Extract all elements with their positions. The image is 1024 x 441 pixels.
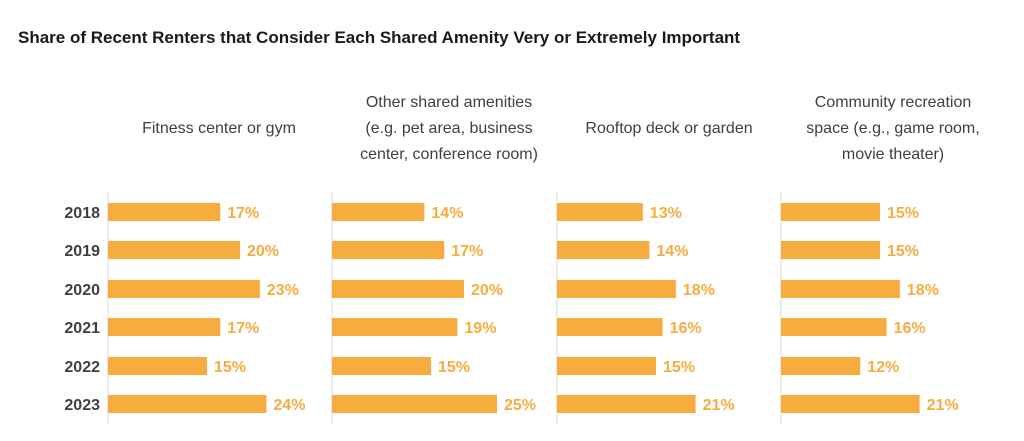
bar xyxy=(781,203,880,221)
bar-value-label: 13% xyxy=(650,205,682,222)
bar xyxy=(332,280,464,298)
panel-title-line: center, conference room) xyxy=(360,146,538,163)
bar-value-label: 21% xyxy=(703,397,735,414)
bar-value-label: 18% xyxy=(907,282,939,299)
bar xyxy=(108,280,260,298)
year-label: 2022 xyxy=(64,359,100,376)
panel-title-line: movie theater) xyxy=(842,146,944,163)
bar xyxy=(557,318,663,336)
bar-value-label: 15% xyxy=(663,359,695,376)
panel-title-line: Other shared amenities xyxy=(366,94,532,111)
year-label: 2018 xyxy=(64,205,100,222)
bar xyxy=(332,395,497,413)
bar xyxy=(332,318,458,336)
panel-title-line: Community recreation xyxy=(815,94,972,111)
bar xyxy=(332,203,425,221)
panel-title-line: (e.g. pet area, business xyxy=(365,120,532,137)
bar xyxy=(108,318,221,336)
panel-title-line: Rooftop deck or garden xyxy=(585,120,752,137)
bar xyxy=(781,241,880,259)
year-label: 2021 xyxy=(64,320,100,337)
year-label: 2023 xyxy=(64,397,100,414)
bar xyxy=(781,318,887,336)
bar-value-label: 25% xyxy=(504,397,536,414)
year-label: 2019 xyxy=(64,243,100,260)
bar xyxy=(108,203,221,221)
bar-value-label: 15% xyxy=(887,243,919,260)
bar-value-label: 19% xyxy=(464,320,496,337)
bar-value-label: 16% xyxy=(670,320,702,337)
bar-value-label: 15% xyxy=(214,359,246,376)
bar xyxy=(557,395,696,413)
bar xyxy=(108,395,267,413)
panel-title-line: space (e.g., game room, xyxy=(806,120,979,137)
bar-value-label: 17% xyxy=(451,243,483,260)
bar-value-label: 18% xyxy=(683,282,715,299)
bar-value-label: 20% xyxy=(247,243,279,260)
bar xyxy=(108,357,207,375)
bar xyxy=(557,357,656,375)
bar-value-label: 14% xyxy=(431,205,463,222)
bar xyxy=(557,241,650,259)
bar xyxy=(332,357,431,375)
bar-value-label: 15% xyxy=(438,359,470,376)
bar xyxy=(108,241,240,259)
bar xyxy=(781,357,861,375)
bar-value-label: 14% xyxy=(656,243,688,260)
bar xyxy=(557,280,676,298)
bar-value-label: 23% xyxy=(267,282,299,299)
bar xyxy=(781,395,920,413)
bar-value-label: 20% xyxy=(471,282,503,299)
bar xyxy=(332,241,445,259)
bar-value-label: 15% xyxy=(887,205,919,222)
chart-title: Share of Recent Renters that Consider Ea… xyxy=(18,28,741,47)
bar-value-label: 21% xyxy=(927,397,959,414)
bar xyxy=(781,280,900,298)
bar xyxy=(557,203,643,221)
panel-title-line: Fitness center or gym xyxy=(142,120,296,137)
bar-value-label: 17% xyxy=(227,205,259,222)
bar-value-label: 24% xyxy=(273,397,305,414)
bar-value-label: 17% xyxy=(227,320,259,337)
bar-value-label: 16% xyxy=(894,320,926,337)
year-label: 2020 xyxy=(64,282,100,299)
bar-value-label: 12% xyxy=(867,359,899,376)
